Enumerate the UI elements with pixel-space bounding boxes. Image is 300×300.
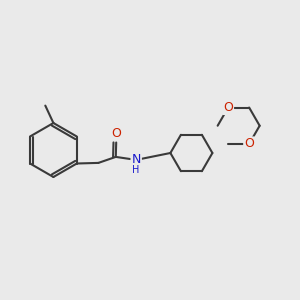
Text: O: O — [111, 127, 121, 140]
Text: N: N — [131, 153, 141, 167]
Text: O: O — [244, 137, 254, 150]
Text: O: O — [223, 101, 233, 114]
Text: H: H — [133, 165, 140, 175]
